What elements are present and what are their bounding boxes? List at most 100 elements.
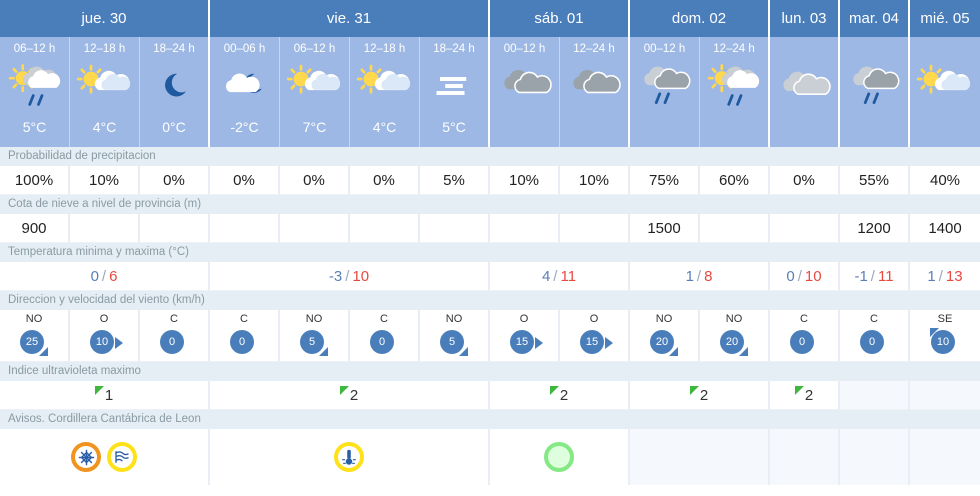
temperature-separator: / bbox=[938, 267, 943, 285]
wind-direction-label: NO bbox=[445, 313, 463, 325]
day-header[interactable]: jue. 30 bbox=[0, 0, 210, 37]
precipitation-value: 0% bbox=[210, 166, 280, 195]
wind-speed-badge-wrap: 15 bbox=[505, 327, 543, 357]
wind-direction-label: SE bbox=[937, 313, 953, 325]
temperature-max: 10 bbox=[352, 267, 370, 285]
warning-cell[interactable] bbox=[210, 429, 490, 485]
forecast-period-cell[interactable]: 00–12 h bbox=[490, 37, 560, 147]
section-label-warnings: Avisos. Cordillera Cantábrica de Leon bbox=[0, 410, 980, 429]
wind-direction-label: C bbox=[170, 313, 178, 325]
forecast-period-cell[interactable]: 12–18 h 4°C bbox=[350, 37, 420, 147]
warning-cell bbox=[840, 429, 910, 485]
wind-speed-badge-wrap: 10 bbox=[85, 327, 123, 357]
wind-cell: SE 10 bbox=[910, 310, 980, 362]
warning-cell[interactable] bbox=[490, 429, 630, 485]
forecast-period-cell[interactable] bbox=[770, 37, 840, 147]
wind-direction-label: NO bbox=[305, 313, 323, 325]
wind-cell: O 15 bbox=[560, 310, 630, 362]
wind-direction-arrow-icon bbox=[319, 347, 328, 356]
uv-index-cell: 2 bbox=[770, 381, 840, 410]
temperature-min: 0 bbox=[90, 267, 99, 285]
day-header[interactable]: vie. 31 bbox=[210, 0, 490, 37]
wind-direction-arrow-icon bbox=[739, 347, 748, 356]
uv-index-cell bbox=[910, 381, 980, 410]
uv-level-flag-icon bbox=[94, 386, 104, 395]
temperature-separator: / bbox=[870, 267, 875, 285]
wind-speed-badge-wrap: 0 bbox=[225, 327, 263, 357]
temperature-min-max: 4/11 bbox=[490, 262, 630, 291]
temperature-separator: / bbox=[797, 267, 802, 285]
period-label: 00–06 h bbox=[223, 43, 266, 55]
snow-level-row: 900 1500 1200 1400 bbox=[0, 214, 980, 243]
temperature-min: -3 bbox=[328, 267, 343, 285]
forecast-period-cell[interactable]: 06–12 h 7°C bbox=[280, 37, 350, 147]
forecast-period-cell[interactable]: 00–06 h -2°C bbox=[210, 37, 280, 147]
wind-cell: O 15 bbox=[490, 310, 560, 362]
day-header[interactable]: mié. 05 bbox=[910, 0, 980, 37]
wind-speed-value: 25 bbox=[20, 330, 44, 354]
thermometer-icon[interactable] bbox=[334, 442, 364, 472]
forecast-period-cell[interactable]: 12–18 h 4°C bbox=[70, 37, 140, 147]
forecast-period-cell[interactable]: 12–24 h bbox=[560, 37, 630, 147]
day-header[interactable]: sáb. 01 bbox=[490, 0, 630, 37]
forecast-period-cell[interactable]: 12–24 h bbox=[700, 37, 770, 147]
forecast-period-cell[interactable]: 00–12 h bbox=[630, 37, 700, 147]
temperature-separator: / bbox=[553, 267, 558, 285]
warning-cell bbox=[630, 429, 770, 485]
wind-icon[interactable] bbox=[107, 442, 137, 472]
temperature-min: -1 bbox=[854, 267, 868, 285]
wind-speed-badge-wrap: 5 bbox=[295, 327, 333, 357]
wind-speed-value: 20 bbox=[650, 330, 674, 354]
period-temperature: 7°C bbox=[302, 119, 327, 135]
wind-speed-value: 10 bbox=[931, 330, 955, 354]
wind-speed-value: 0 bbox=[790, 330, 814, 354]
warning-cell bbox=[910, 429, 980, 485]
wind-speed-value: 15 bbox=[510, 330, 534, 354]
fog-icon bbox=[420, 57, 488, 115]
day-header[interactable]: lun. 03 bbox=[770, 0, 840, 37]
precipitation-value: 5% bbox=[420, 166, 490, 195]
wind-direction-label: C bbox=[240, 313, 248, 325]
wind-speed-value: 20 bbox=[720, 330, 744, 354]
wind-speed-value: 10 bbox=[90, 330, 114, 354]
forecast-period-cell[interactable]: 18–24 h 0°C bbox=[140, 37, 210, 147]
period-label: 12–18 h bbox=[363, 43, 406, 55]
wind-speed-value: 5 bbox=[300, 330, 324, 354]
wind-speed-badge-wrap: 5 bbox=[435, 327, 473, 357]
wind-direction-arrow-icon bbox=[459, 347, 468, 356]
wind-speed-value: 0 bbox=[860, 330, 884, 354]
precipitation-value: 100% bbox=[0, 166, 70, 195]
forecast-period-cell[interactable]: 06–12 h 5°C bbox=[0, 37, 70, 147]
temperature-separator: / bbox=[345, 267, 350, 285]
precipitation-value: 0% bbox=[770, 166, 840, 195]
wind-speed-badge-wrap: 20 bbox=[645, 327, 683, 357]
uv-index-value: 2 bbox=[349, 386, 359, 404]
forecast-period-cell[interactable] bbox=[840, 37, 910, 147]
forecast-period-cell[interactable]: 18–24 h 5°C bbox=[420, 37, 490, 147]
day-header[interactable]: mar. 04 bbox=[840, 0, 910, 37]
sun-cloud-icon bbox=[910, 57, 980, 115]
wind-direction-label: NO bbox=[655, 313, 673, 325]
day-header[interactable]: dom. 02 bbox=[630, 0, 770, 37]
precipitation-value: 40% bbox=[910, 166, 980, 195]
wind-speed-badge-wrap: 0 bbox=[785, 327, 823, 357]
sun-cloud-rain-icon bbox=[0, 57, 69, 115]
section-label-temperature: Temperatura minima y maxima (°C) bbox=[0, 243, 980, 262]
forecast-period-cell[interactable] bbox=[910, 37, 980, 147]
temperature-max: 10 bbox=[804, 267, 822, 285]
warning-cell[interactable] bbox=[0, 429, 210, 485]
uv-index-value: 2 bbox=[804, 386, 814, 404]
period-temperature: 5°C bbox=[22, 119, 47, 135]
temperature-min-max: -1/11 bbox=[840, 262, 910, 291]
wind-cell: NO 25 bbox=[0, 310, 70, 362]
precipitation-value: 10% bbox=[560, 166, 630, 195]
period-label: 12–24 h bbox=[573, 43, 615, 55]
wind-cell: NO 5 bbox=[280, 310, 350, 362]
snow-level-value: 1200 bbox=[840, 214, 910, 243]
no-warning-icon[interactable] bbox=[544, 442, 574, 472]
snowflake-icon[interactable] bbox=[71, 442, 101, 472]
precipitation-row: 100% 10% 0% 0% 0% 0% 5% 10% 10% 75% 60% 0% 55% 40% bbox=[0, 166, 980, 195]
